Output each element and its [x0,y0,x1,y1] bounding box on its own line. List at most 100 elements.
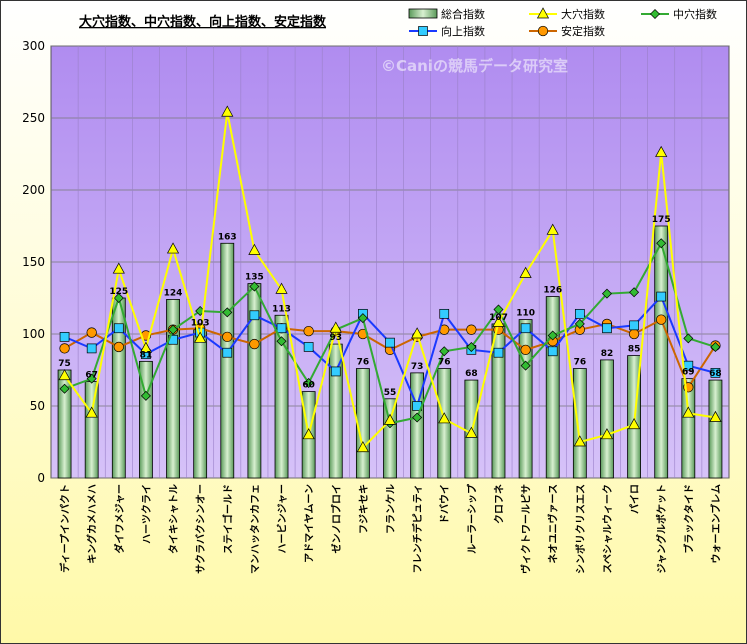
marker-向上指数 [86,343,97,354]
marker-向上指数 [59,332,70,342]
marker-大穴指数 [112,262,125,274]
marker-大穴指数 [709,410,722,422]
bar-総合指数 [491,323,506,479]
bar-value-label: 55 [384,388,397,398]
bar-総合指数 [681,378,696,479]
marker-安定指数 [656,314,667,325]
bar-総合指数 [274,314,289,479]
marker-安定指数 [520,344,531,355]
marker-安定指数 [628,328,640,340]
marker-安定指数 [59,343,70,354]
bar-value-label: 67 [85,371,98,381]
bar-総合指数 [220,242,235,479]
x-tick-label: ヴィクトワールピサ [520,484,533,574]
marker-向上指数 [113,323,124,334]
bar-総合指数 [383,398,397,479]
legend-marker [650,9,660,19]
bar-value-label: 76 [438,358,451,368]
legend-swatch [408,8,438,19]
bar-value-label: 163 [218,232,237,242]
marker-大穴指数 [166,242,180,254]
bar-value-label: 76 [357,358,370,368]
bar-value-label: 124 [164,288,183,298]
x-tick-label: ウォーエンブレム [709,484,722,564]
x-tick-label: ハーツクライ [141,484,153,544]
marker-向上指数 [547,346,558,357]
marker-中穴指数 [439,346,450,357]
x-tick-label: フレンチデピュティ [411,484,424,573]
marker-向上指数 [385,337,395,348]
legend-marker [536,7,550,19]
legend-marker [418,26,428,36]
marker-大穴指数 [411,327,424,339]
bar-総合指数 [193,329,208,479]
marker-中穴指数 [59,383,70,394]
marker-大穴指数 [573,435,586,447]
marker-中穴指数 [710,341,721,352]
marker-向上指数 [222,347,233,358]
marker-中穴指数 [493,304,504,315]
bar-総合指数 [708,379,723,479]
x-tick-label: ジャングルポケット [655,484,668,574]
marker-中穴指数 [574,318,585,329]
marker-中穴指数 [683,333,694,344]
x-tick-label: サクラバクシンオー [195,484,207,574]
bar-総合指数 [84,381,99,479]
marker-中穴指数 [357,313,368,324]
legend-marker [537,25,549,37]
bar-value-label: 73 [411,362,424,372]
y-tick-label: 200 [22,183,45,197]
x-tick-label: スペシャルウィーク [602,484,614,573]
bar-総合指数 [654,225,669,479]
y-tick-label: 50 [30,399,45,413]
x-tick-label: タイキシャトル [168,484,180,554]
marker-安定指数 [86,327,97,338]
x-tick-label: ディープインパクト [59,484,72,573]
marker-大穴指数 [655,145,668,157]
marker-大穴指数 [383,413,397,425]
bar-総合指数 [518,319,533,479]
marker-安定指数 [249,338,260,350]
marker-大穴指数 [465,426,478,438]
marker-中穴指数 [168,324,179,335]
marker-中穴指数 [113,293,124,303]
marker-大穴指数 [356,441,369,453]
bar-総合指数 [545,296,560,479]
marker-中穴指数 [601,288,612,299]
marker-向上指数 [439,308,450,319]
marker-大穴指数 [519,266,532,278]
x-tick-label: ダイワメジャー [113,484,126,554]
marker-中穴指数 [629,287,640,298]
marker-中穴指数 [249,281,260,292]
marker-中穴指数 [86,373,97,384]
marker-向上指数 [656,291,667,302]
x-tick-label: ネオユニヴァース [547,484,560,564]
marker-向上指数 [710,368,721,378]
grid [51,45,729,479]
y-tick-label: 100 [22,327,45,341]
marker-向上指数 [330,366,341,377]
marker-中穴指数 [222,307,233,318]
marker-向上指数 [303,342,314,352]
marker-中穴指数 [466,341,477,352]
bar-value-label: 125 [109,287,128,297]
bar-value-label: 103 [191,319,210,329]
marker-中穴指数 [520,360,531,371]
marker-向上指数 [602,323,612,334]
bar-value-label: 60 [302,381,315,391]
marker-大穴指数 [438,412,451,424]
marker-大穴指数 [248,243,261,255]
bar-value-label: 82 [601,349,614,359]
marker-向上指数 [249,310,260,321]
marker-大穴指数 [302,428,315,440]
marker-大穴指数 [627,417,641,430]
marker-安定指数 [303,325,314,337]
y-tick-label: 150 [22,255,45,269]
x-tick-label: ドバウイ [439,484,451,524]
bar-value-label: 113 [272,304,291,314]
chart-title: 大穴指数、中穴指数、向上指数、安定指数 [79,14,327,30]
watermark: ©Caniの競馬データ研究室 [381,57,568,75]
x-tick-label: シンボリクリスエス [574,484,587,574]
